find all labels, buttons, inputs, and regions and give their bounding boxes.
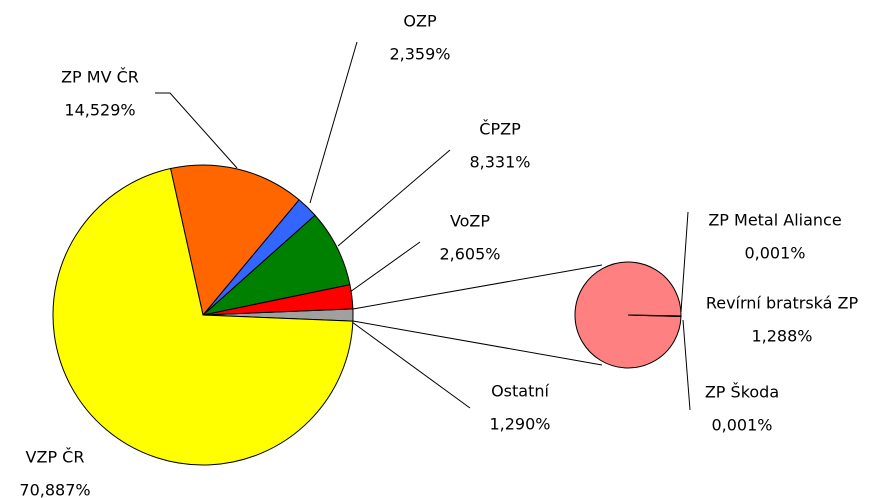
slice-label: Ostatní <box>491 382 549 401</box>
pie-slice <box>52 167 354 466</box>
slice-value-label: 70,887% <box>19 481 90 498</box>
leader-lines <box>155 41 691 411</box>
slice-label: VoZP <box>450 212 490 231</box>
slice-value-label: 2,605% <box>439 245 500 264</box>
pie-slice <box>169 164 300 317</box>
slice-value-label: 8,331% <box>469 153 530 172</box>
leader-line <box>337 149 451 247</box>
slice-value-label: 0,001% <box>744 244 805 263</box>
slice-label: ČPZP <box>479 120 521 139</box>
slice-value-label: 2,359% <box>389 45 450 64</box>
slice-value-label: 1,290% <box>489 415 550 434</box>
connector-line <box>352 264 603 310</box>
leader-line <box>351 321 471 409</box>
slice-label: ZP Metal Aliance <box>708 211 841 230</box>
leader-line <box>680 211 689 313</box>
pie-slice <box>627 314 682 317</box>
connector-line <box>352 320 603 366</box>
slice-label: ZP MV ČR <box>61 68 139 87</box>
slice-value-label: 1,288% <box>751 327 812 346</box>
leader-line <box>309 41 358 204</box>
slice-value-label: 0,001% <box>711 416 772 435</box>
slice-label: VZP ČR <box>26 448 85 467</box>
slice-label: Revírní bratrská ZP <box>706 294 859 313</box>
leader-line <box>682 319 691 411</box>
leader-line <box>349 241 421 293</box>
slice-value-label: 14,529% <box>64 101 135 120</box>
leader-line <box>155 92 238 169</box>
slice-label: OZP <box>403 12 437 31</box>
slice-label: ZP Škoda <box>705 383 779 402</box>
